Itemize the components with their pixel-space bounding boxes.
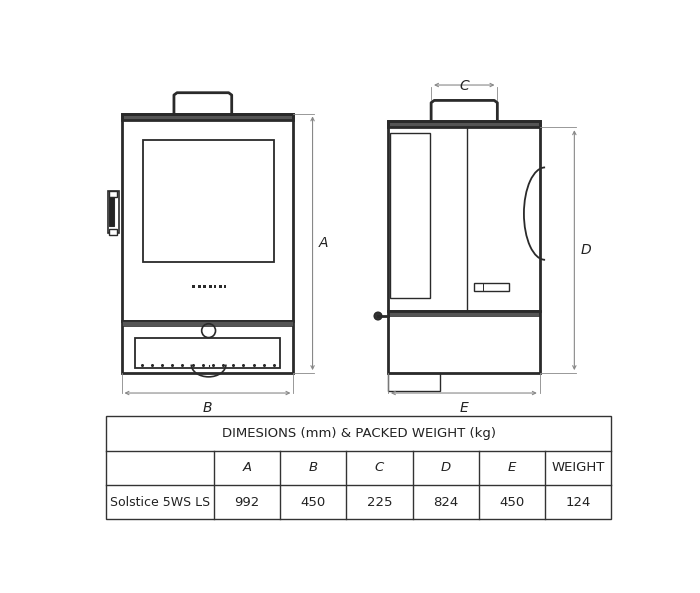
Bar [388,121,540,127]
Bar [109,229,117,235]
Text: D: D [440,461,451,474]
Text: DIMESIONS (mm) & PACKED WEIGHT (kg): DIMESIONS (mm) & PACKED WEIGHT (kg) [222,427,496,440]
Text: B: B [203,401,212,415]
Text: D: D [580,243,591,257]
Text: C: C [375,461,384,474]
Bar [122,321,293,373]
Bar [192,285,195,288]
Text: A: A [242,461,252,474]
Bar [388,121,540,311]
Bar [214,285,216,288]
Bar [109,197,114,226]
Bar [389,133,430,298]
Bar [209,285,211,288]
Text: 450: 450 [301,496,326,509]
Bar [224,285,226,288]
Bar [109,190,117,197]
Bar [203,285,206,288]
Text: C: C [459,79,469,93]
Text: 824: 824 [433,496,459,509]
Bar [122,321,293,326]
Bar [475,283,509,291]
Circle shape [374,312,382,320]
Text: 225: 225 [367,496,392,509]
Bar [122,113,293,321]
Bar [144,141,274,262]
Text: WEIGHT: WEIGHT [552,461,605,474]
Bar [219,285,222,288]
Bar [135,339,280,368]
Bar [122,113,293,120]
Bar [198,285,201,288]
Bar [388,373,440,391]
Bar [106,416,611,519]
Text: B: B [309,461,318,474]
Text: E: E [508,461,516,474]
Text: 992: 992 [234,496,260,509]
Text: A: A [318,236,328,250]
Bar [108,190,118,233]
Text: E: E [459,401,468,415]
Text: 124: 124 [566,496,591,509]
Bar [388,311,540,373]
Text: 450: 450 [499,496,524,509]
Bar [388,311,540,316]
Text: Solstice 5WS LS: Solstice 5WS LS [110,496,210,509]
